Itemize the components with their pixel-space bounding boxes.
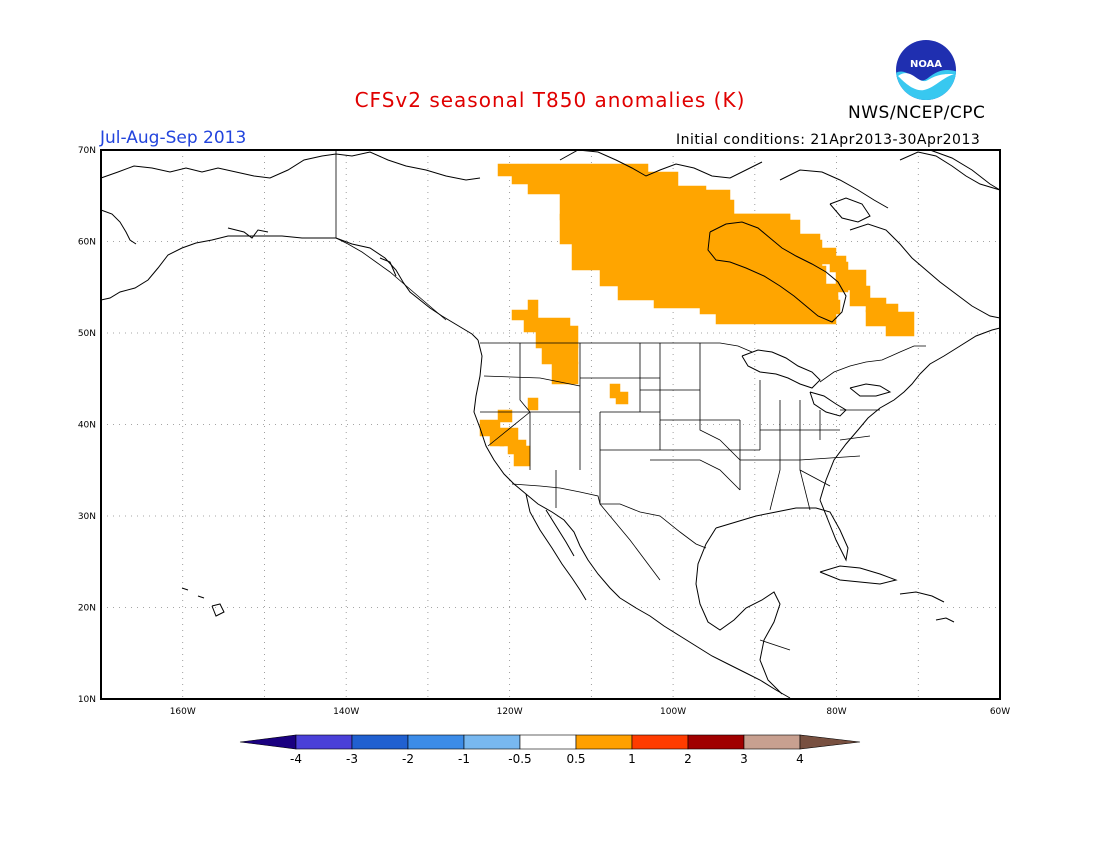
anomaly-cell xyxy=(615,391,629,405)
noaa-logo-bird xyxy=(898,73,954,91)
chart-title: CFSv2 seasonal T850 anomalies (K) xyxy=(354,88,746,112)
legend-swatch xyxy=(575,734,633,750)
legend-tick-label: -0.5 xyxy=(508,752,531,766)
longitude-tick-label: 160W xyxy=(170,707,196,717)
latitude-tick-label: 30N xyxy=(78,512,96,522)
anomaly-cell xyxy=(571,239,823,271)
latitude-tick-label: 20N xyxy=(78,604,96,614)
legend-swatch xyxy=(687,734,745,750)
legend-tick-label: 1 xyxy=(628,752,636,766)
noaa-logo-text: NOAA xyxy=(910,59,942,70)
legend-swatch xyxy=(519,734,577,750)
latitude-tick-label: 60N xyxy=(78,238,96,248)
legend-swatch xyxy=(631,734,689,750)
longitude-tick-labels: 160W 140W 120W 100W 80W 60W xyxy=(170,707,1011,717)
legend-swatch xyxy=(463,734,521,750)
anomaly-cell xyxy=(865,309,889,327)
legend-swatch xyxy=(351,734,409,750)
latitude-tick-label: 40N xyxy=(78,421,96,431)
anomaly-cell xyxy=(789,233,821,255)
organization-label: NWS/NCEP/CPC xyxy=(848,103,986,123)
legend-tick-label: 0.5 xyxy=(566,752,585,766)
coastlines xyxy=(100,149,1001,699)
legend-tick-label: -3 xyxy=(346,752,358,766)
legend-arrow-low xyxy=(239,734,297,750)
legend-tick-label: -2 xyxy=(402,752,414,766)
anomaly-cell xyxy=(715,309,837,325)
legend-tick-label: -4 xyxy=(290,752,302,766)
anomaly-cell xyxy=(609,383,621,399)
legend-tick-label: 4 xyxy=(796,752,804,766)
latitude-tick-label: 50N xyxy=(78,329,96,339)
anomaly-cell xyxy=(497,409,513,423)
longitude-tick-label: 140W xyxy=(333,707,359,717)
legend-tick-label: -1 xyxy=(458,752,470,766)
political-borders xyxy=(335,150,926,651)
forecast-period: Jul-Aug-Sep 2013 xyxy=(100,128,247,148)
latitude-tick-label: 10N xyxy=(78,695,96,705)
longitude-tick-label: 120W xyxy=(497,707,523,717)
latitude-tick-label: 70N xyxy=(78,146,96,156)
legend-tick-label: 2 xyxy=(684,752,692,766)
longitude-tick-label: 100W xyxy=(660,707,686,717)
anomaly-shading xyxy=(479,163,915,467)
anomaly-cell xyxy=(849,285,871,307)
legend-tick-label: 3 xyxy=(740,752,748,766)
legend-swatch xyxy=(295,734,353,750)
noaa-logo: NOAA xyxy=(896,40,956,100)
anomaly-cell xyxy=(527,397,539,411)
initial-conditions-label: Initial conditions: 21Apr2013-30Apr2013 xyxy=(676,132,981,148)
anomaly-cell xyxy=(551,361,579,385)
legend-swatch xyxy=(743,734,801,750)
longitude-tick-label: 80W xyxy=(826,707,846,717)
longitude-tick-label: 60W xyxy=(990,707,1010,717)
map-frame xyxy=(100,149,1001,700)
latitude-tick-labels: 10N 20N 30N 40N 50N 60N 70N xyxy=(78,146,96,705)
legend-swatch xyxy=(407,734,465,750)
legend-arrow-high xyxy=(799,734,861,750)
